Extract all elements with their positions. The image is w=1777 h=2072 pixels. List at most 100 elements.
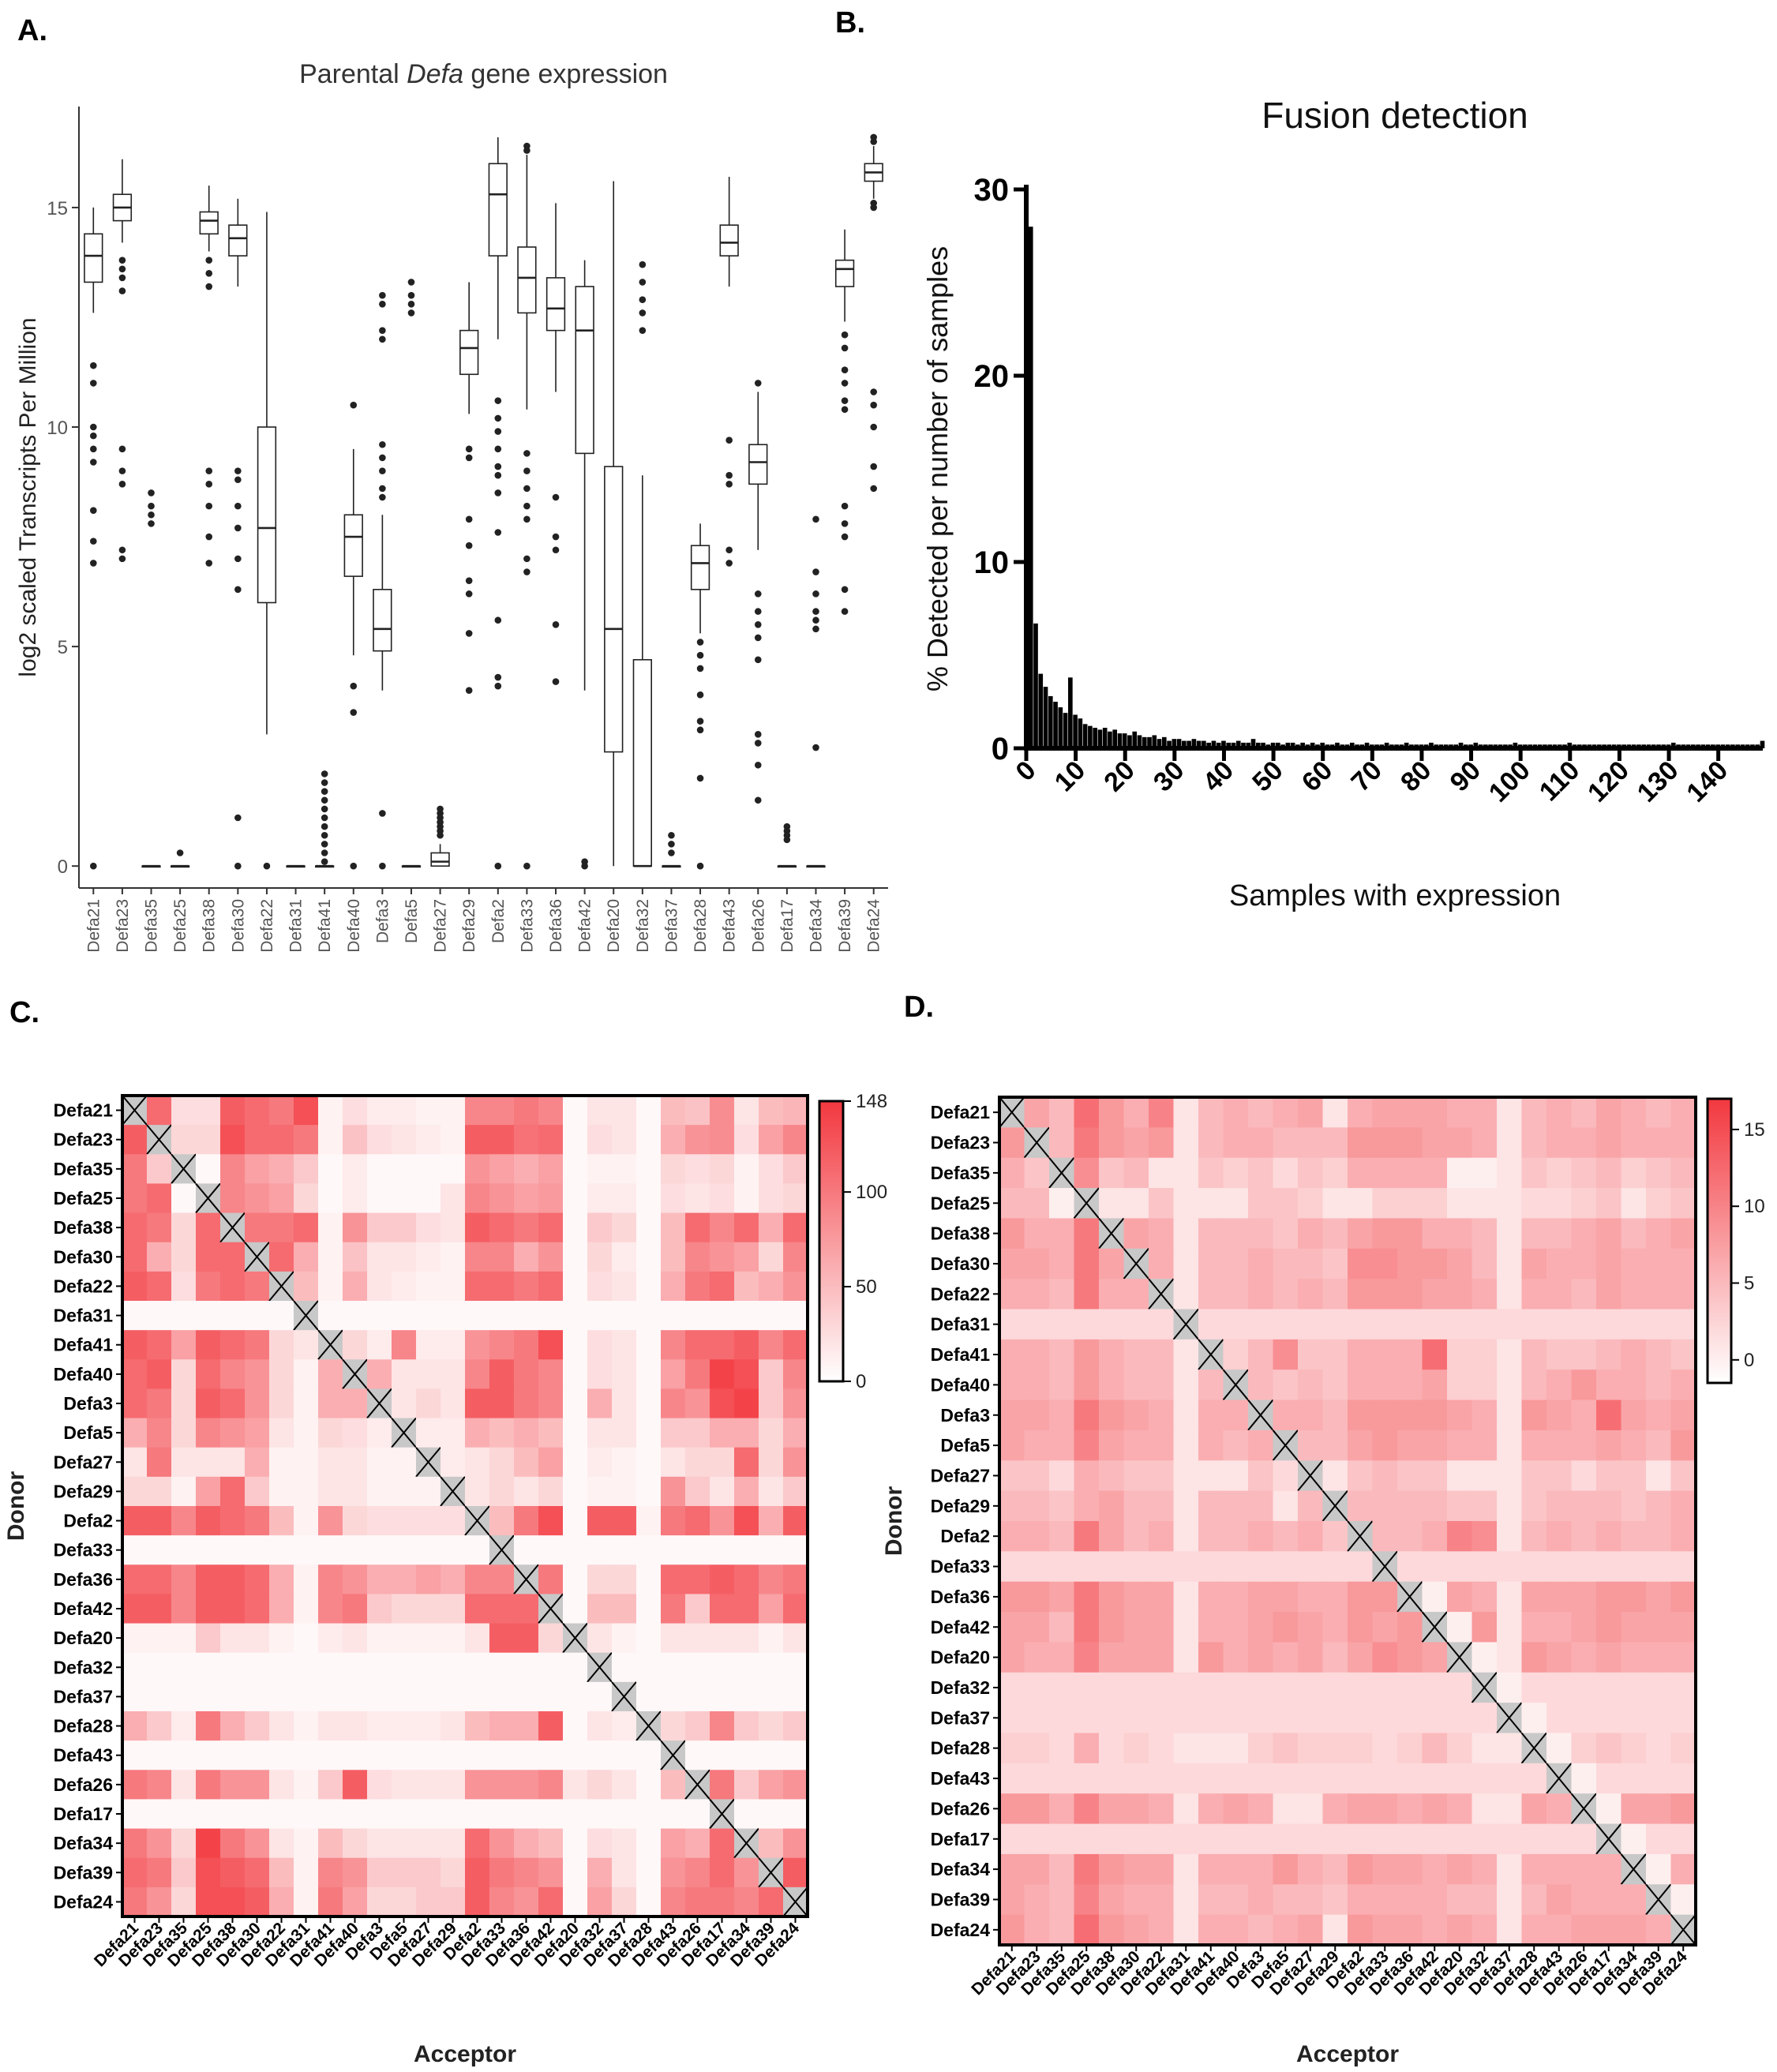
heatmap-row-label: Defa37	[54, 1686, 113, 1707]
heatmap-cell	[759, 1388, 784, 1419]
heatmap-cell	[563, 1330, 588, 1360]
heatmap-cell	[710, 1183, 735, 1214]
heatmap-cell	[514, 1242, 539, 1272]
heatmap-cell	[294, 1418, 319, 1448]
heatmap-cell	[1497, 1429, 1522, 1461]
heatmap-cell	[1571, 1188, 1597, 1219]
heatmap-cell	[1447, 1399, 1472, 1431]
heatmap-cell	[1024, 1309, 1050, 1340]
heatmap-cell	[392, 1242, 417, 1272]
heatmap-cell	[416, 1799, 441, 1830]
heatmap-cell	[171, 1623, 197, 1654]
box-outlier	[379, 291, 386, 299]
heatmap-cell	[636, 1359, 662, 1389]
heatmap-cell	[1646, 1672, 1671, 1703]
chart-b-x-label: Samples with expression	[1229, 879, 1561, 912]
heatmap-cell	[1621, 1551, 1647, 1583]
heatmap-cell	[465, 1154, 490, 1184]
box-outlier	[321, 805, 328, 813]
heatmap-cell	[147, 1212, 172, 1243]
heatmap-cell	[1248, 1097, 1273, 1128]
heatmap-cell	[661, 1535, 686, 1565]
heatmap-cell	[1074, 1127, 1100, 1159]
heatmap-cell	[1149, 1733, 1174, 1764]
diagonal-cross	[709, 1798, 735, 1830]
heatmap-cell	[441, 1154, 466, 1184]
heatmap-cell	[661, 1212, 686, 1243]
heatmap-cell	[245, 1301, 270, 1331]
heatmap-cell	[1397, 1188, 1423, 1219]
heatmap-cell	[1546, 1703, 1572, 1733]
heatmap-cell	[1123, 1672, 1149, 1703]
heatmap-cell	[1646, 1521, 1671, 1552]
heatmap-cell	[710, 1125, 735, 1155]
heatmap-cell	[1248, 1884, 1273, 1916]
heatmap-cell	[1497, 1339, 1522, 1370]
chart-a-x-tick-label: Defa25	[171, 899, 189, 953]
box-outlier	[841, 406, 849, 414]
heatmap-cell	[220, 1183, 246, 1214]
heatmap-cell	[1173, 1460, 1199, 1492]
heatmap-cell	[1099, 1853, 1124, 1885]
heatmap-cell	[318, 1125, 343, 1155]
heatmap-cell	[1447, 1521, 1472, 1552]
heatmap-cell	[1173, 1823, 1199, 1855]
box-Defa41	[315, 770, 335, 868]
chart-a-y-tick-label: 5	[58, 637, 68, 658]
heatmap-cell	[1471, 1914, 1498, 1946]
heatmap-cell	[1571, 1369, 1597, 1401]
heatmap-cell	[1173, 1914, 1199, 1946]
heatmap-cell	[1521, 1914, 1547, 1946]
box-outlier	[148, 520, 155, 527]
heatmap-cell	[1596, 1733, 1621, 1764]
heatmap-cell	[563, 1506, 588, 1536]
box-Defa25	[170, 849, 190, 868]
heatmap-cell	[612, 1212, 637, 1243]
heatmap-cell	[1149, 1672, 1174, 1703]
heatmap-cell	[636, 1594, 662, 1624]
heatmap-cell	[318, 1711, 343, 1741]
heatmap-cell	[1670, 1369, 1696, 1401]
heatmap-row-label: Defa5	[63, 1422, 113, 1443]
heatmap-cell	[367, 1271, 392, 1302]
box-outlier	[379, 300, 386, 308]
heatmap-cell	[538, 1828, 564, 1859]
heatmap-cell	[441, 1711, 466, 1741]
box-iqr	[84, 233, 103, 283]
heatmap-cell	[1397, 1309, 1423, 1340]
heatmap-cell	[661, 1652, 686, 1683]
heatmap-cell	[999, 1793, 1025, 1825]
bar	[1038, 673, 1044, 748]
heatmap-cell	[538, 1183, 564, 1214]
heatmap-cell	[1621, 1612, 1647, 1643]
heatmap-cell	[1670, 1188, 1696, 1219]
heatmap-cell	[1123, 1853, 1149, 1885]
box-outlier	[696, 726, 704, 734]
box-outlier	[350, 682, 358, 690]
heatmap-cell	[416, 1330, 441, 1360]
heatmap-cell	[1173, 1642, 1199, 1673]
box-outlier	[379, 454, 386, 462]
heatmap-row-label: Defa42	[54, 1598, 113, 1619]
heatmap-cell	[1198, 1672, 1224, 1703]
heatmap-cell	[489, 1359, 515, 1389]
heatmap-cell	[612, 1711, 637, 1741]
heatmap-cell	[1571, 1823, 1597, 1855]
heatmap-cell	[636, 1506, 662, 1536]
heatmap-cell	[1422, 1581, 1448, 1613]
heatmap-cell	[783, 1301, 808, 1331]
heatmap-cell	[1447, 1884, 1472, 1916]
heatmap-cell	[465, 1564, 490, 1594]
heatmap-cell	[1621, 1218, 1647, 1250]
chart-a-x-tick-label: Defa24	[865, 899, 883, 953]
heatmap-cell	[661, 1506, 686, 1536]
chart-a-x-tick-label: Defa40	[345, 899, 363, 953]
heatmap-cell	[1422, 1369, 1448, 1401]
heatmap-cell	[1348, 1884, 1373, 1916]
bar	[1216, 742, 1221, 748]
heatmap-cell	[441, 1212, 466, 1243]
heatmap-cell	[1173, 1369, 1199, 1401]
heatmap-cell	[1546, 1914, 1572, 1946]
heatmap-cell	[269, 1388, 294, 1419]
heatmap-cell	[783, 1183, 808, 1214]
